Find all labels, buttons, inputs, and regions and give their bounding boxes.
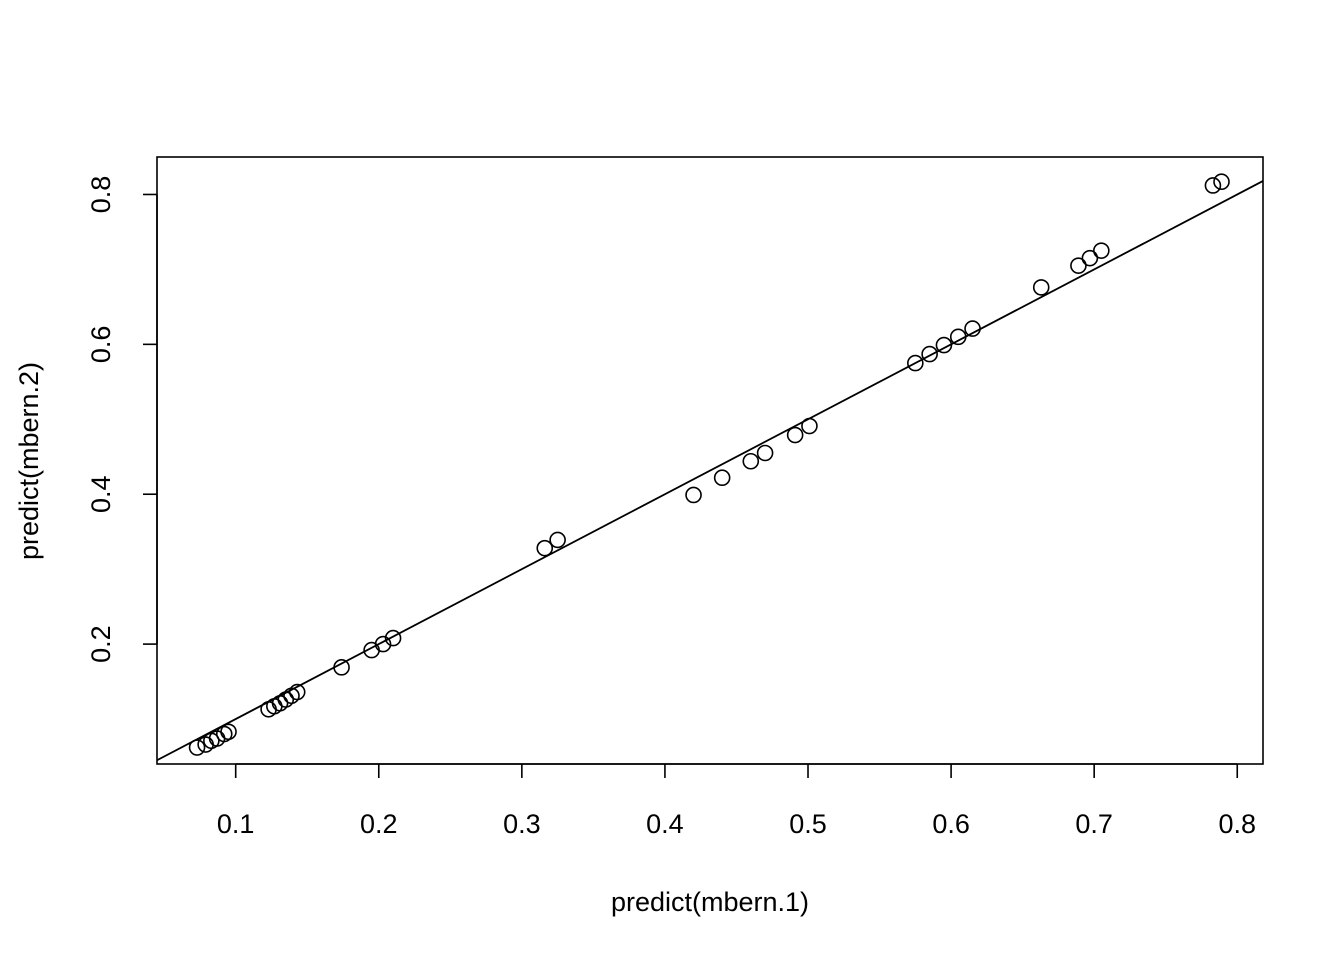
fit-line-layer [157,180,1263,762]
data-point [935,336,953,354]
data-point [374,635,392,653]
x-tick-label: 0.5 [789,809,827,839]
x-axis: 0.1 0.2 0.3 0.4 0.5 0.6 0.7 0.8 [217,763,1256,839]
data-point [713,469,731,487]
data-point [921,345,938,363]
data-point [188,739,206,756]
data-point [786,426,804,444]
y-tick-label: 0.6 [86,326,116,364]
data-point [1081,249,1099,267]
x-tick-label: 0.2 [360,809,398,839]
data-point [1070,257,1087,274]
data-point [964,320,981,337]
data-point [949,328,967,346]
x-tick-label: 0.7 [1075,809,1113,839]
data-point [220,723,237,741]
data-point [742,452,760,470]
data-point [1204,177,1222,194]
x-tick-label: 0.6 [932,809,970,839]
x-tick-label: 0.3 [503,809,541,839]
y-axis-title: predict(mbern.2) [14,362,44,560]
data-point [1032,279,1050,296]
x-tick-label: 0.1 [217,809,255,839]
data-point [685,486,702,504]
data-point [1213,173,1230,191]
x-tick-label: 0.4 [646,809,684,839]
data-point [288,683,306,701]
data-point [907,354,924,372]
data-point [384,629,402,647]
x-axis-title: predict(mbern.1) [611,887,809,917]
data-point [536,539,554,557]
data-point [801,417,818,435]
points-layer [188,173,1230,756]
data-point [756,444,774,462]
fit-line [157,180,1263,762]
data-point [333,659,350,676]
y-tick-label: 0.2 [86,625,116,663]
x-tick-label: 0.8 [1218,809,1256,839]
y-tick-label: 0.8 [86,176,116,214]
y-axis: 0.2 0.4 0.6 0.8 [86,176,158,663]
y-tick-label: 0.4 [86,475,116,513]
data-point [1093,242,1110,259]
data-point [549,531,566,549]
